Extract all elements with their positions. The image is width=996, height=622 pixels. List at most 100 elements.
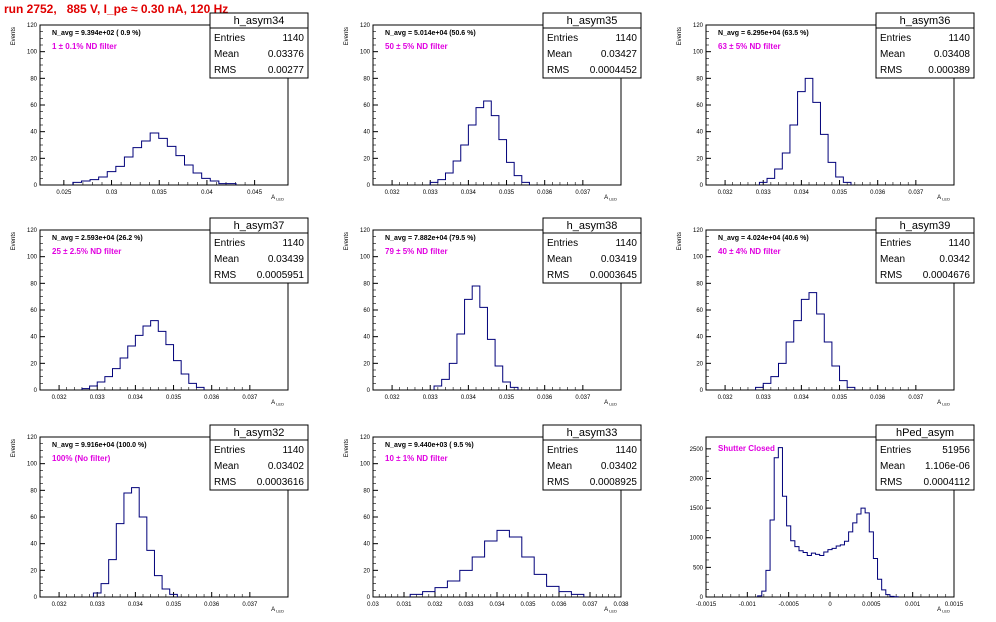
stat-value-rms: 0.0004452 [590, 65, 638, 76]
y-axis-title: Events [677, 27, 683, 45]
stat-key: Entries [547, 33, 578, 44]
histogram-line [433, 285, 519, 390]
stat-value-mean: 0.03402 [268, 461, 305, 472]
x-tick-label: -0.0005 [778, 602, 799, 608]
stat-value-rms: 0.00277 [268, 65, 305, 76]
filter-label: 63 ± 5% ND filter [718, 42, 781, 51]
navg-label: N_avg = 5.014e+04 (50.6 %) [385, 30, 476, 37]
y-tick-label: 60 [363, 308, 370, 314]
y-tick-label: 60 [363, 103, 370, 109]
y-tick-label: 1000 [690, 536, 704, 542]
y-tick-label: 100 [693, 255, 704, 261]
x-tick-label: 0.037 [582, 602, 598, 608]
x-tick-label: 0.034 [794, 395, 810, 401]
panel-h_asym36: 0 20 40 60 80 100 120 0.032 0.033 0.034 0.035 0.036… [677, 12, 975, 202]
y-tick-label: 0 [367, 595, 371, 601]
x-tick-label: 0.037 [242, 395, 258, 401]
y-tick-label: 40 [696, 335, 703, 341]
stat-value-rms: 0.0004112 [923, 477, 970, 488]
x-tick-label: 0.03 [106, 190, 118, 196]
y-tick-label: 80 [696, 76, 703, 82]
y-tick-label: 40 [363, 542, 370, 548]
stat-key: Entries [547, 445, 578, 456]
histogram-line [409, 529, 585, 597]
stats-box [875, 217, 975, 284]
y-tick-label: 80 [363, 281, 370, 287]
y-tick-label: 120 [360, 435, 371, 441]
x-tick-label: 0.036 [537, 395, 553, 401]
stat-key: Mean [214, 254, 239, 265]
y-tick-label: 80 [30, 281, 37, 287]
stats-box [542, 12, 642, 79]
y-tick-label: 1500 [690, 506, 704, 512]
panel-h_asym32: 0 20 40 60 80 100 120 0.032 0.033 0.034 0.035 0.036… [11, 424, 309, 614]
y-axis-title: Events [11, 439, 17, 457]
x-tick-label: 0.036 [870, 395, 886, 401]
stat-value-rms: 0.0005951 [257, 270, 305, 281]
y-tick-label: 80 [363, 76, 370, 82]
y-tick-label: 100 [27, 50, 38, 56]
y-tick-label: 0 [367, 183, 371, 189]
stat-value-entries: 1140 [615, 33, 637, 44]
stat-key: RMS [214, 477, 237, 488]
x-tick-label: 0.037 [908, 395, 924, 401]
y-tick-label: 100 [27, 462, 38, 468]
y-tick-label: 20 [363, 361, 370, 367]
y-tick-label: 100 [27, 255, 38, 261]
filter-label: 25 ± 2.5% ND filter [52, 247, 121, 256]
x-tick-label: 0.038 [613, 602, 629, 608]
stat-key: RMS [880, 270, 903, 281]
y-tick-label: 120 [360, 23, 371, 29]
x-tick-label: 0.032 [718, 190, 734, 196]
histogram-name: h_asym37 [234, 220, 285, 232]
filter-label: 100% (No filter) [52, 454, 111, 463]
x-axis-title: A LED [604, 607, 617, 614]
stat-value-entries: 1140 [615, 445, 637, 456]
y-tick-label: 60 [363, 515, 370, 521]
x-tick-label: 0.0005 [862, 602, 881, 608]
y-axis-title: Events [11, 27, 17, 45]
histogram-line [757, 447, 899, 598]
stat-value-mean: 1.106e-06 [925, 461, 970, 472]
stat-value-rms: 0.0003616 [257, 477, 305, 488]
x-tick-label: 0.032 [385, 395, 401, 401]
histogram-name: h_asym33 [567, 427, 618, 439]
stat-key: Mean [547, 461, 572, 472]
histogram-name: h_asym34 [234, 15, 285, 27]
y-axis-title: Events [344, 27, 350, 45]
y-tick-label: 60 [30, 308, 37, 314]
y-tick-label: 20 [696, 361, 703, 367]
stat-key: RMS [214, 270, 237, 281]
x-tick-label: 0 [828, 602, 832, 608]
y-tick-label: 80 [30, 488, 37, 494]
stat-key: Mean [880, 49, 905, 60]
y-tick-label: 100 [360, 50, 371, 56]
stat-key: Mean [547, 254, 572, 265]
histogram-name: h_asym32 [234, 427, 285, 439]
x-axis-title: A LED [937, 195, 950, 202]
y-tick-label: 40 [30, 130, 37, 136]
y-tick-label: 0 [700, 183, 704, 189]
filter-label: Shutter Closed [718, 444, 775, 453]
y-tick-label: 0 [34, 183, 38, 189]
x-tick-label: 0.032 [52, 602, 68, 608]
navg-label: N_avg = 4.024e+04 (40.6 %) [718, 235, 809, 242]
x-tick-label: 0.032 [385, 190, 401, 196]
stats-box [542, 217, 642, 284]
stat-key: Entries [880, 238, 911, 249]
histogram-name: h_asym36 [900, 15, 951, 27]
stat-value-mean: 0.03402 [601, 461, 638, 472]
stat-value-mean: 0.03439 [268, 254, 305, 265]
y-tick-label: 20 [30, 361, 37, 367]
y-tick-label: 0 [34, 388, 38, 394]
stat-value-entries: 1140 [948, 238, 970, 249]
x-tick-label: 0.033 [458, 602, 474, 608]
navg-label: N_avg = 2.593e+04 (26.2 %) [52, 235, 143, 242]
stats-box [875, 424, 975, 491]
navg-label: N_avg = 9.394e+02 ( 0.9 %) [52, 30, 141, 37]
histogram-line [81, 320, 205, 390]
y-tick-label: 120 [360, 228, 371, 234]
x-tick-label: 0.037 [908, 190, 924, 196]
stat-key: RMS [547, 270, 570, 281]
